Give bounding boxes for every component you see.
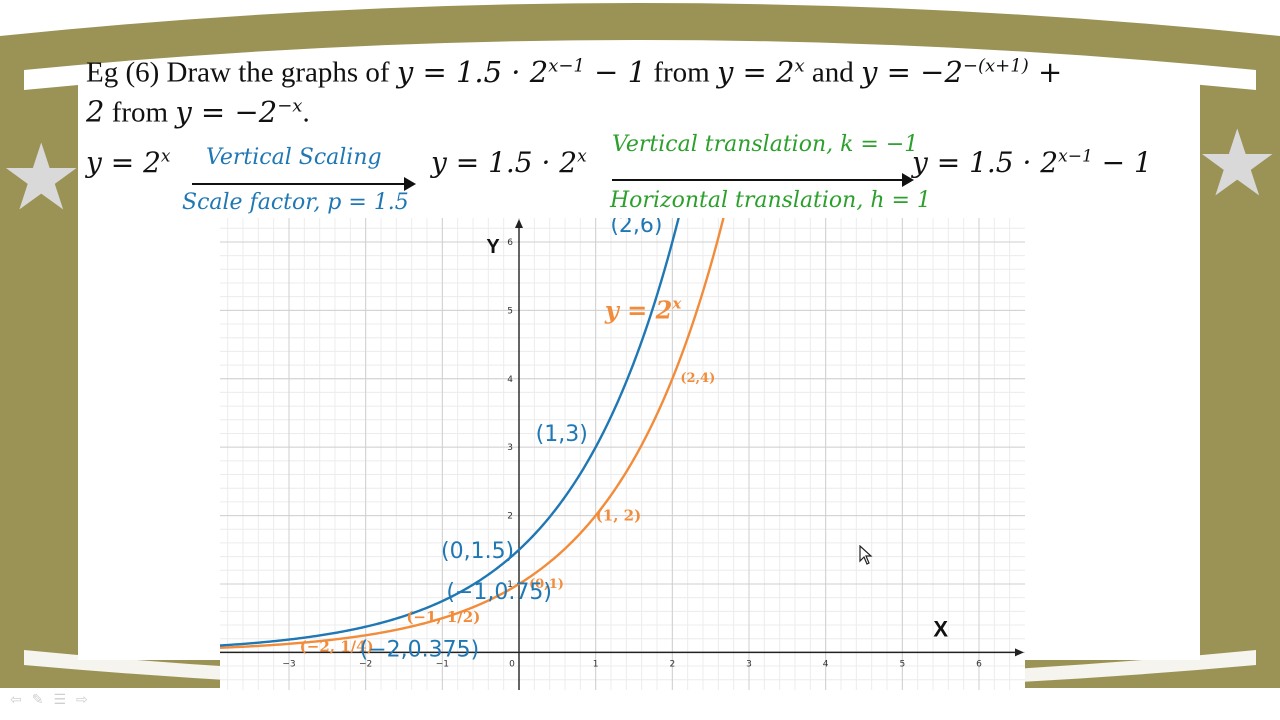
x-tick-label: 5 (899, 659, 905, 669)
y-tick-label: 5 (507, 306, 513, 316)
equation-target-1: y = 1.5 · 2x−1 − 1 (396, 54, 647, 89)
x-tick-label: −1 (436, 659, 449, 669)
question-line-1: Eg (6) Draw the graphs of y = 1.5 · 2x−1… (86, 46, 1196, 93)
equation-base-1: y = 2x (716, 54, 805, 89)
x-tick-label: 1 (593, 659, 599, 669)
x-tick-label: −2 (359, 659, 372, 669)
from-word-2: from (104, 96, 176, 129)
x-tick-label: 2 (669, 659, 675, 669)
y-axis-arrowhead (515, 219, 523, 228)
x-tick-label: 0 (509, 659, 515, 669)
blue-point-label: (−2,0.375) (360, 638, 480, 663)
blue-point-label: (1,3) (536, 422, 588, 447)
blue-point-label: (0,1.5) (441, 539, 514, 564)
middle-equation: y = 1.5 · 2x (431, 146, 587, 179)
question-prefix: Eg (6) Draw the graphs of (86, 56, 397, 89)
orange-point-label: (−1, 1/2) (406, 608, 480, 626)
curve-y-2x (220, 218, 725, 649)
y-tick-label: 2 (507, 512, 513, 522)
y-tick-label: 6 (507, 238, 513, 248)
blue-point-label: (−1,0.75) (446, 580, 552, 605)
end-equation: y = 1.5 · 2x−1 − 1 (912, 146, 1152, 179)
x-tick-label: 4 (823, 659, 829, 669)
start-equation: y = 2x (86, 146, 171, 179)
orange-point-label: (0,1) (529, 577, 564, 592)
equation-target-2-tail: 2 (86, 94, 105, 129)
orange-point-label: (−2, 1/4) (300, 637, 374, 655)
equation-target-2: y = −2−(x+1) + (861, 54, 1063, 89)
x-tick-label: 6 (976, 659, 982, 669)
y-tick-label: 1 (507, 580, 513, 590)
x-axis-label: X (933, 616, 948, 641)
next-slide-icon[interactable]: ⇨ (76, 692, 98, 708)
x-tick-label: 3 (746, 659, 752, 669)
prev-slide-icon[interactable]: ⇦ (10, 692, 32, 708)
x-tick-label: −3 (282, 659, 295, 669)
orange-point-label: (1, 2) (596, 507, 642, 525)
step2-bottom-label: Horizontal translation, h = 1 (610, 188, 931, 213)
exponential-graph: −3 −2 −1 0 1 2 3 4 5 6 1 2 3 4 5 6 X Y (−2, 1/4) (−1, 1/2)… (220, 218, 1025, 690)
y-tick-label: 4 (507, 375, 513, 385)
slide-navigation[interactable]: ⇦✎☰⇨ (10, 692, 98, 708)
y-axis-label: Y (486, 236, 500, 258)
step2-top-label: Vertical translation, k = −1 (612, 132, 919, 157)
step1-arrow (192, 177, 416, 191)
question-line-2: 2 from y = −2−x. (86, 94, 310, 129)
left-star-icon: ★ (0, 124, 83, 231)
from-word: from (646, 56, 717, 89)
step1-bottom-label: Scale factor, p = 1.5 (182, 190, 409, 215)
x-axis-arrowhead (1015, 648, 1024, 657)
and-word: and (804, 56, 862, 89)
equation-base-2: y = −2−x (175, 94, 303, 129)
orange-point-label: (2,4) (680, 371, 715, 386)
curve-y-1-5-2x (220, 218, 680, 647)
mouse-cursor-icon (859, 544, 873, 570)
y-tick-label: 3 (507, 443, 513, 453)
curve-label-y-2x: y = 2x (604, 294, 682, 324)
step2-arrow (612, 173, 914, 187)
step1-top-label: Vertical Scaling (206, 145, 382, 170)
right-star-icon: ★ (1196, 110, 1279, 217)
menu-icon[interactable]: ☰ (53, 692, 77, 708)
pen-icon[interactable]: ✎ (31, 692, 54, 708)
blue-point-label: (2,6) (610, 218, 662, 238)
